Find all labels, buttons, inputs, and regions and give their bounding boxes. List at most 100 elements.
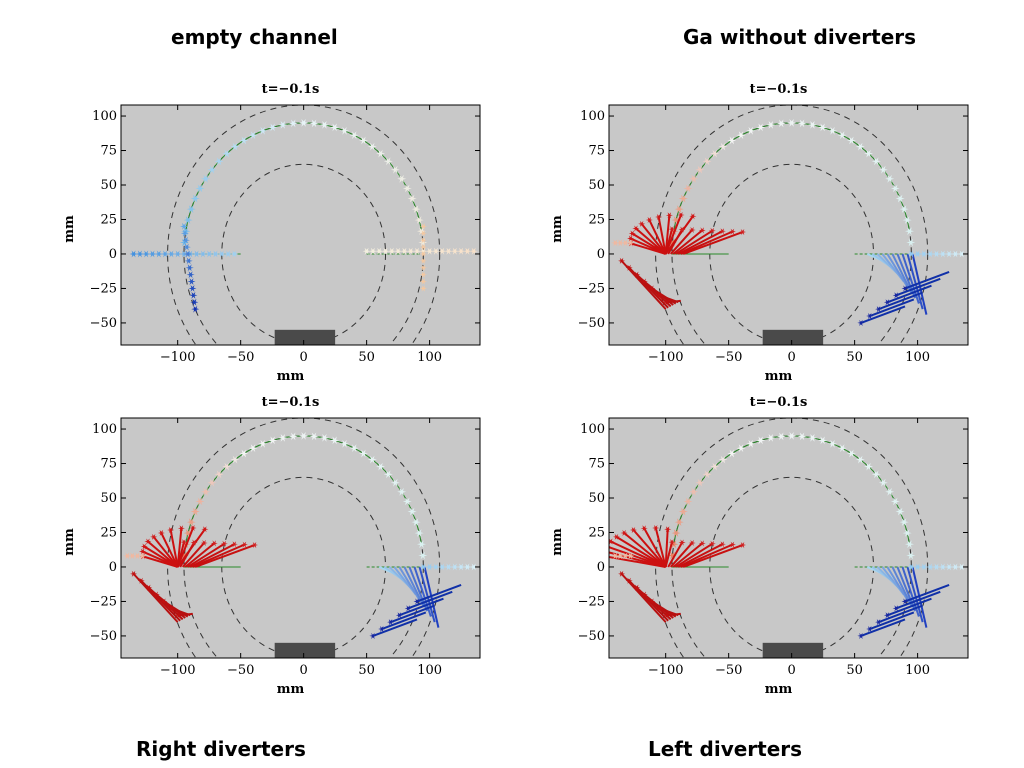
arc-marker bbox=[855, 142, 865, 151]
arc-marker bbox=[268, 436, 278, 445]
red-upper-marker bbox=[688, 226, 696, 233]
blue-fan-line bbox=[881, 566, 905, 596]
right-band-marker bbox=[431, 247, 440, 255]
arc-marker bbox=[787, 119, 797, 127]
red-lower-marker bbox=[167, 605, 175, 612]
arc-marker bbox=[190, 194, 200, 203]
left-band-marker bbox=[211, 250, 220, 258]
x-tick-label: −100 bbox=[160, 663, 196, 678]
arc-marker bbox=[278, 434, 288, 442]
arc-marker bbox=[828, 439, 838, 448]
arc-marker bbox=[671, 529, 681, 537]
y-tick-label: −50 bbox=[578, 629, 605, 644]
red-lower-marker bbox=[160, 598, 168, 605]
left-vertical-marker bbox=[185, 264, 194, 272]
arc-marker bbox=[418, 551, 428, 560]
red-upper-line bbox=[669, 542, 693, 568]
arc-marker bbox=[268, 123, 278, 132]
red-fan-marker bbox=[144, 538, 152, 545]
arc-marker bbox=[702, 157, 712, 166]
plot-frame bbox=[608, 417, 969, 659]
chart-title: t=−0.1s bbox=[750, 395, 808, 410]
right-band-marker bbox=[463, 247, 472, 255]
blue-lower-marker bbox=[395, 612, 403, 619]
blue-lower-line bbox=[381, 611, 427, 630]
right-band-marker bbox=[932, 563, 941, 571]
arc-marker bbox=[376, 149, 386, 158]
red-fan-line bbox=[635, 227, 667, 255]
red-lower-marker bbox=[663, 299, 671, 306]
blue-lower-line bbox=[416, 583, 462, 603]
caption-left-diverters: Left diverters bbox=[648, 737, 803, 761]
plot-area bbox=[611, 105, 966, 345]
x-tick-label: −100 bbox=[648, 663, 684, 678]
left-edge-marker bbox=[616, 552, 625, 560]
left-band-marker bbox=[161, 250, 170, 258]
arc-marker bbox=[890, 184, 900, 193]
blue-lower-line bbox=[878, 604, 924, 624]
red-lower-marker bbox=[640, 278, 648, 285]
left-edge-marker bbox=[611, 552, 620, 560]
arc-marker bbox=[319, 434, 329, 442]
left-vertical-marker bbox=[188, 285, 197, 292]
blue-lower-line bbox=[878, 291, 924, 311]
y-tick-label: 50 bbox=[588, 178, 605, 193]
red-lower-marker bbox=[618, 570, 626, 577]
x-tick-label: 0 bbox=[788, 663, 796, 678]
arc-marker bbox=[195, 497, 205, 506]
left-vertical-marker bbox=[187, 278, 196, 285]
x-tick-label: 50 bbox=[846, 350, 863, 365]
arc-marker bbox=[402, 497, 412, 506]
arc-marker bbox=[359, 449, 368, 458]
arc-marker bbox=[340, 126, 350, 135]
red-upper-marker bbox=[688, 539, 696, 546]
right-band-marker bbox=[375, 247, 384, 255]
left-vertical-marker bbox=[180, 229, 189, 237]
red-upper-line bbox=[675, 542, 713, 568]
right-band-marker bbox=[406, 247, 415, 255]
arc-marker bbox=[248, 444, 258, 453]
blue-lower-line bbox=[895, 590, 941, 610]
left-edge-marker bbox=[621, 552, 630, 560]
red-lower-marker bbox=[655, 292, 663, 299]
red-fan-line bbox=[143, 545, 179, 568]
right-band-marker bbox=[945, 250, 954, 258]
right-band-marker bbox=[438, 247, 447, 255]
right-band-marker bbox=[957, 250, 966, 258]
arc-marker bbox=[756, 123, 766, 132]
left-band-marker bbox=[205, 250, 214, 258]
red-fan-marker bbox=[613, 533, 620, 540]
chart-title: t=−0.1s bbox=[750, 82, 808, 97]
right-band-marker bbox=[919, 250, 928, 258]
red-upper-marker bbox=[200, 539, 208, 546]
arc-marker bbox=[195, 184, 205, 193]
red-upper-line bbox=[194, 544, 255, 568]
y-tick-label: 100 bbox=[92, 422, 117, 437]
red-fan-marker bbox=[140, 543, 148, 550]
red-upper-line bbox=[682, 231, 743, 255]
plot-area bbox=[129, 105, 478, 345]
arc-marker bbox=[417, 540, 426, 549]
dashed-circle-2 bbox=[167, 105, 441, 345]
left-vertical-marker bbox=[186, 271, 195, 279]
left-vertical-marker bbox=[182, 243, 191, 251]
red-upper-marker bbox=[210, 540, 218, 547]
left-band-marker bbox=[135, 250, 144, 258]
x-tick-label: 100 bbox=[905, 350, 930, 365]
right-band-marker bbox=[444, 247, 453, 255]
y-tick-label: 25 bbox=[588, 212, 605, 227]
right-band-marker bbox=[400, 247, 409, 255]
blue-lower-marker bbox=[404, 605, 412, 612]
right-vertical-marker bbox=[419, 230, 427, 237]
arc-marker bbox=[340, 439, 350, 448]
arc-marker bbox=[878, 165, 888, 174]
arc-marker bbox=[186, 205, 196, 213]
red-upper-line bbox=[181, 542, 205, 568]
red-fan-marker bbox=[632, 225, 640, 232]
red-upper-marker bbox=[698, 227, 706, 234]
red-fan-marker bbox=[609, 556, 610, 557]
x-tick-label: 0 bbox=[300, 350, 308, 365]
red-upper-line bbox=[669, 229, 693, 255]
red-fan-line bbox=[640, 223, 667, 255]
red-upper-line bbox=[682, 544, 743, 568]
